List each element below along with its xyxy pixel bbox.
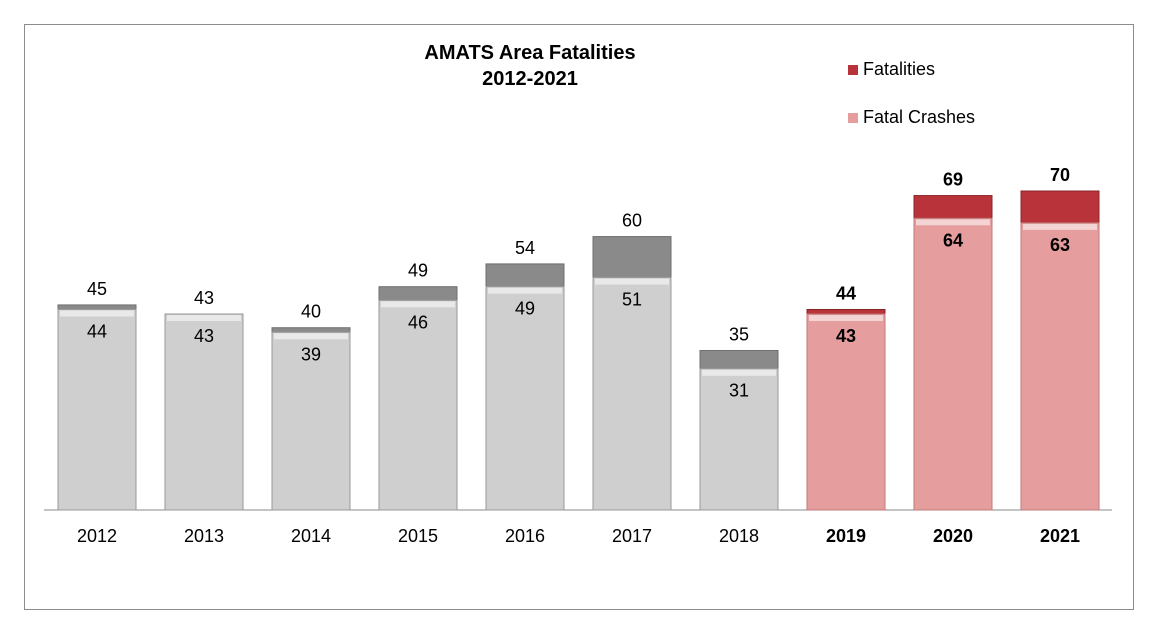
data-label-fatal-crashes-2012: 44 (87, 321, 107, 341)
x-tick-label-2021: 2021 (1040, 526, 1080, 546)
data-label-fatal-crashes-2020: 64 (943, 230, 963, 250)
x-tick-label-2014: 2014 (291, 526, 331, 546)
bar-fatal-crashes-2015 (378, 299, 458, 511)
data-label-fatalities-2018: 35 (729, 325, 749, 345)
chart-title: AMATS Area Fatalities 2012-2021 (380, 40, 680, 92)
data-label-fatalities-2014: 40 (301, 302, 321, 322)
x-tick-label-2016: 2016 (505, 526, 545, 546)
x-tick-label-2017: 2017 (612, 526, 652, 546)
x-tick-label-2019: 2019 (826, 526, 866, 546)
bar-highlight-2012 (60, 310, 134, 317)
legend-label-fatal-crashes: Fatal Crashes (863, 107, 976, 127)
legend-label-fatalities: Fatalities (863, 59, 936, 79)
chart-title-line1: AMATS Area Fatalities (424, 42, 636, 64)
bar-highlight-2016 (488, 287, 562, 294)
legend-item-fatal-crashes: Fatal Crashes (848, 107, 975, 128)
bar-highlight-2017 (595, 278, 669, 285)
chart-title-line2: 2012-2021 (482, 68, 578, 90)
data-label-fatal-crashes-2013: 43 (194, 326, 214, 346)
x-tick-label-2020: 2020 (933, 526, 973, 546)
data-label-fatalities-2013: 43 (194, 288, 214, 308)
bar-highlight-2015 (381, 301, 455, 308)
bar-highlight-2018 (702, 369, 776, 376)
data-label-fatal-crashes-2021: 63 (1050, 235, 1070, 255)
data-label-fatalities-2015: 49 (408, 261, 428, 281)
data-label-fatalities-2016: 54 (515, 238, 535, 258)
data-label-fatalities-2020: 69 (943, 170, 963, 190)
bar-fatal-crashes-2017 (592, 277, 672, 511)
bar-highlight-2013 (167, 315, 241, 322)
data-label-fatalities-2021: 70 (1050, 165, 1070, 185)
data-label-fatal-crashes-2019: 43 (836, 326, 856, 346)
x-tick-label-2013: 2013 (184, 526, 224, 546)
bar-highlight-2020 (916, 219, 990, 226)
bar-highlight-2014 (274, 333, 348, 340)
data-label-fatal-crashes-2018: 31 (729, 381, 749, 401)
x-tick-label-2018: 2018 (719, 526, 759, 546)
x-tick-label-2012: 2012 (77, 526, 117, 546)
bar-fatal-crashes-2016 (485, 286, 565, 511)
x-tick-label-2015: 2015 (398, 526, 438, 546)
data-label-fatal-crashes-2016: 49 (515, 299, 535, 319)
bar-highlight-2021 (1023, 223, 1097, 230)
bar-fatal-crashes-2021 (1020, 222, 1100, 511)
data-label-fatal-crashes-2017: 51 (622, 290, 642, 310)
legend-item-fatalities: Fatalities (848, 59, 935, 80)
legend-swatch-fatalities (848, 64, 858, 75)
bar-fatal-crashes-2018 (699, 368, 779, 511)
data-label-fatal-crashes-2015: 46 (408, 312, 428, 332)
bar-fatal-crashes-2020 (913, 217, 993, 511)
data-label-fatal-crashes-2014: 39 (301, 344, 321, 364)
chart-frame (24, 24, 1134, 610)
bar-fatal-crashes-2013 (164, 313, 244, 511)
bar-highlight-2019 (809, 315, 883, 322)
legend-swatch-fatal-crashes (848, 112, 858, 123)
data-label-fatalities-2012: 45 (87, 279, 107, 299)
bar-fatal-crashes-2019 (806, 313, 886, 511)
data-label-fatalities-2017: 60 (622, 211, 642, 231)
bar-fatal-crashes-2012 (57, 308, 137, 511)
data-label-fatalities-2019: 44 (836, 283, 856, 303)
bar-fatal-crashes-2014 (271, 331, 351, 511)
